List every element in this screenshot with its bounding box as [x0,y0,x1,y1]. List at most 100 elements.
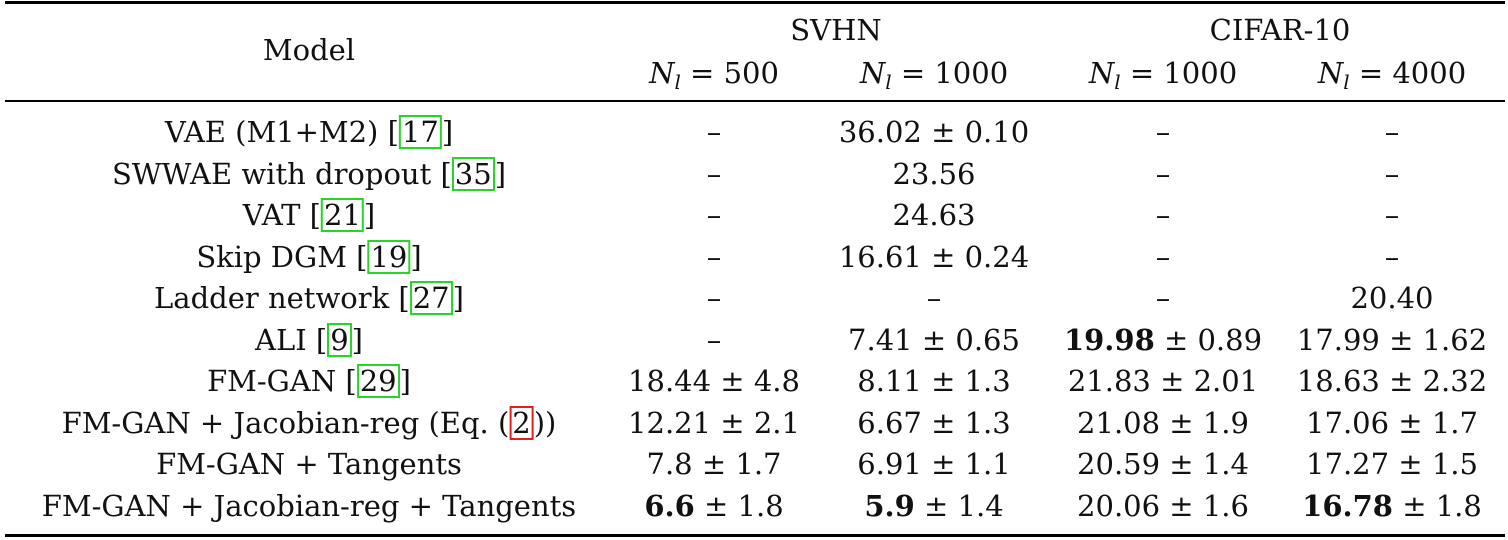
subcol-var: N [1088,56,1115,90]
result-cell: – [707,280,722,316]
result-value: – [1155,239,1171,274]
subcol-sub: l [1114,70,1121,94]
result-cell: 6.67 ± 1.3 [857,405,1010,441]
result-value: 20.40 [1350,281,1434,315]
equation-link[interactable]: 2 [509,405,534,440]
model-label-close: ] [351,322,363,357]
result-cell: 18.63 ± 2.32 [1297,363,1487,399]
citation-link[interactable]: 19 [367,239,411,274]
model-name: SWWAE with dropout [35] [112,156,506,192]
result-cell: 8.11 ± 1.3 [857,363,1010,399]
model-label: FM-GAN + Jacobian-reg (Eq. ( [61,405,510,440]
subcol-var: N [1317,56,1344,90]
result-std: ± 2.1 [711,405,800,440]
result-value: 6.6 [644,488,695,523]
result-value: – [706,115,722,149]
result-cell: – [707,239,722,275]
result-value: 16.78 [1302,488,1393,523]
result-value: – [706,156,722,191]
result-value: – [1384,156,1400,191]
result-cell: 16.78 ± 1.8 [1302,488,1482,524]
result-value: 17.06 [1306,405,1390,440]
result-value: 5.9 [864,488,915,523]
model-label: FM-GAN + Tangents [156,447,462,481]
result-cell: 24.63 [892,197,975,233]
result-cell: – [707,197,722,233]
result-value: 16.61 [838,239,922,274]
model-label-close: ] [441,115,454,149]
subcol-var: N [859,56,886,90]
model-header: Model [262,33,356,67]
result-std: ± 0.10 [921,115,1030,149]
result-value: – [1155,115,1171,149]
result-value: – [926,281,942,315]
model-label-close: )) [533,405,557,440]
result-cell: 17.99 ± 1.62 [1297,322,1487,358]
top-rule [5,1,1505,4]
result-value: – [706,322,722,357]
result-cell: 17.06 ± 1.7 [1306,405,1478,441]
subcol-sub: l [674,70,681,94]
result-cell: 36.02 ± 0.10 [839,114,1029,150]
result-value: 21.83 [1067,364,1151,398]
result-value: – [1155,281,1171,315]
model-label: FM-GAN + Jacobian-reg + Tangents [41,488,577,523]
bottom-rule [5,534,1505,537]
result-value: 24.63 [892,198,976,232]
model-label: FM-GAN [ [207,364,357,398]
citation-link[interactable]: 9 [327,322,352,357]
result-cell: – [1385,239,1400,275]
result-value: 18.44 [628,364,712,398]
model-label: VAT [ [242,198,321,232]
result-value: – [1384,198,1400,232]
result-value: 18.63 [1296,364,1380,398]
citation-link[interactable]: 35 [451,156,495,191]
citation-link[interactable]: 17 [398,115,442,149]
model-label-close: ] [410,239,422,274]
result-std: ± 1.3 [921,364,1011,398]
citation-link[interactable]: 29 [356,364,400,398]
result-value: – [1155,198,1171,232]
result-std: ± 1.4 [914,488,1004,523]
result-std: ± 2.01 [1150,364,1259,398]
result-std: ± 1.62 [1379,322,1488,357]
citation-link[interactable]: 21 [320,198,364,232]
result-value: 19.98 [1063,322,1155,357]
result-std: ± 0.24 [921,239,1030,274]
result-value: 21.08 [1077,405,1161,440]
result-std: ± 1.8 [1392,488,1482,523]
model-name: VAE (M1+M2) [17] [165,114,453,150]
result-cell: – [1156,156,1171,192]
subcol-header: Nl = 1000 [860,55,1008,100]
subcol-eq: = 4000 [1349,56,1467,90]
citation-link[interactable]: 27 [409,281,453,315]
result-std: ± 2.32 [1379,364,1488,398]
result-cell: – [1156,239,1171,275]
result-std: ± 1.8 [694,488,784,523]
result-value: 20.06 [1077,488,1161,523]
model-label-close: ] [399,364,411,398]
model-name: FM-GAN + Jacobian-reg (Eq. (2)) [61,405,557,441]
cifar-header: CIFAR-10 [1209,13,1351,47]
model-label-close: ] [452,281,464,315]
result-std: ± 4.8 [711,364,800,398]
result-cell: – [1156,280,1171,316]
model-label-close: ] [494,156,507,191]
result-value: 17.27 [1306,447,1390,481]
result-value: – [706,239,722,274]
result-cell: – [1385,197,1400,233]
result-cell: 20.06 ± 1.6 [1077,488,1249,524]
subcol-header: Nl = 500 [649,55,779,100]
result-value: 7.41 [848,322,913,357]
result-cell: 12.21 ± 2.1 [628,405,800,441]
result-value: – [1384,239,1400,274]
result-std: ± 1.4 [1160,447,1249,481]
result-std: ± 1.7 [1389,405,1478,440]
subcol-eq: = 1000 [891,56,1009,90]
model-label: SWWAE with dropout [ [111,156,452,191]
result-cell: 20.59 ± 1.4 [1077,446,1249,482]
result-value: – [1384,115,1400,149]
result-cell: – [707,114,722,150]
result-std: ± 0.89 [1154,322,1263,357]
subcol-header: Nl = 1000 [1089,55,1237,100]
